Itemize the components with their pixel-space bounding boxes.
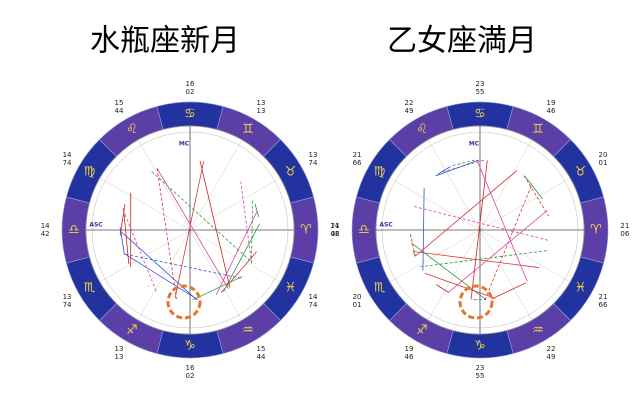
cusp-minute: 74 — [309, 301, 318, 309]
zodiac-sign: ♌ — [416, 122, 428, 137]
cusp-degree: 22 — [547, 345, 556, 353]
cusp-minute: 66 — [353, 159, 362, 167]
cusp-degree: 13 — [115, 345, 124, 353]
cusp-minute: 42 — [41, 230, 50, 238]
cusp-degree: 14 — [63, 151, 72, 159]
zodiac-sign: ♈ — [300, 223, 312, 238]
cusp-minute: 46 — [547, 107, 556, 115]
cusp-minute: 74 — [309, 159, 318, 167]
zodiac-sign: ♌ — [126, 122, 138, 137]
cusp-minute: 44 — [115, 107, 124, 115]
cusp-degree: 21 — [331, 222, 340, 230]
cusp-minute: 46 — [405, 353, 414, 361]
cusp-minute: 74 — [63, 301, 72, 309]
zodiac-sign: ♐ — [416, 323, 428, 338]
zodiac-sign: ♑ — [184, 339, 196, 354]
zodiac-sign: ♎ — [358, 223, 370, 238]
cusp-minute: 02 — [186, 372, 195, 380]
zodiac-sign: ♊ — [532, 122, 544, 137]
cusp-minute: 55 — [476, 88, 485, 96]
zodiac-sign: ♏ — [84, 281, 96, 296]
cusp-degree: 15 — [257, 345, 266, 353]
cusp-minute: 49 — [547, 353, 556, 361]
cusp-degree: 14 — [41, 222, 50, 230]
mc-label: MC — [179, 141, 190, 148]
zodiac-sign: ♐ — [126, 323, 138, 338]
cusp-degree: 13 — [257, 99, 266, 107]
astro-chart: 水瓶座新月♋♊♉♈♓♒♑♐♏♎♍♌16021313137414421474154… — [41, 24, 340, 381]
cusp-minute: 74 — [63, 159, 72, 167]
cusp-degree: 21 — [599, 293, 608, 301]
cusp-degree: 22 — [405, 99, 414, 107]
cusp-degree: 23 — [476, 364, 485, 372]
zodiac-sign: ♒ — [242, 323, 254, 338]
cusp-minute: 13 — [257, 107, 266, 115]
zodiac-sign: ♋ — [184, 107, 196, 122]
mc-label: MC — [469, 141, 480, 148]
cusp-minute: 02 — [186, 88, 195, 96]
zodiac-sign: ♍ — [374, 165, 386, 180]
cusp-minute: 06 — [620, 230, 629, 238]
cusp-minute: 49 — [405, 107, 414, 115]
cusp-degree: 14 — [309, 293, 318, 301]
zodiac-sign: ♑ — [474, 339, 486, 354]
zodiac-sign: ♊ — [242, 122, 254, 137]
cusp-degree: 13 — [309, 151, 318, 159]
zodiac-sign: ♍ — [84, 165, 96, 180]
zodiac-sign: ♎ — [68, 223, 80, 238]
cusp-degree: 21 — [620, 222, 629, 230]
zodiac-sign: ♋ — [474, 107, 486, 122]
cusp-degree: 16 — [186, 364, 195, 372]
asc-label: ASC — [89, 222, 103, 229]
asc-label: ASC — [379, 222, 393, 229]
cusp-degree: 21 — [353, 151, 362, 159]
cusp-degree: 20 — [353, 293, 362, 301]
chart-title: 乙女座満月 — [387, 24, 537, 59]
cusp-minute: 44 — [257, 353, 266, 361]
cusp-degree: 19 — [405, 345, 414, 353]
zodiac-sign: ♈ — [590, 223, 602, 238]
cusp-minute: 01 — [599, 159, 608, 167]
zodiac-sign: ♓ — [575, 281, 587, 296]
cusp-degree: 23 — [476, 80, 485, 88]
cusp-minute: 01 — [353, 301, 362, 309]
cusp-minute: 13 — [115, 353, 124, 361]
cusp-minute: 66 — [599, 301, 608, 309]
zodiac-sign: ♏ — [374, 281, 386, 296]
zodiac-sign: ♉ — [285, 165, 297, 180]
zodiac-sign: ♉ — [575, 165, 587, 180]
chart-title: 水瓶座新月 — [90, 24, 240, 59]
cusp-minute: 06 — [331, 230, 340, 238]
cusp-degree: 19 — [547, 99, 556, 107]
zodiac-sign: ♓ — [285, 281, 297, 296]
cusp-degree: 13 — [63, 293, 72, 301]
cusp-degree: 20 — [599, 151, 608, 159]
zodiac-sign: ♒ — [532, 323, 544, 338]
cusp-minute: 55 — [476, 372, 485, 380]
cusp-degree: 16 — [186, 80, 195, 88]
cusp-degree: 15 — [115, 99, 124, 107]
astro-chart: 乙女座満月♋♊♉♈♓♒♑♐♏♎♍♌23551946200121062166224… — [331, 24, 630, 381]
